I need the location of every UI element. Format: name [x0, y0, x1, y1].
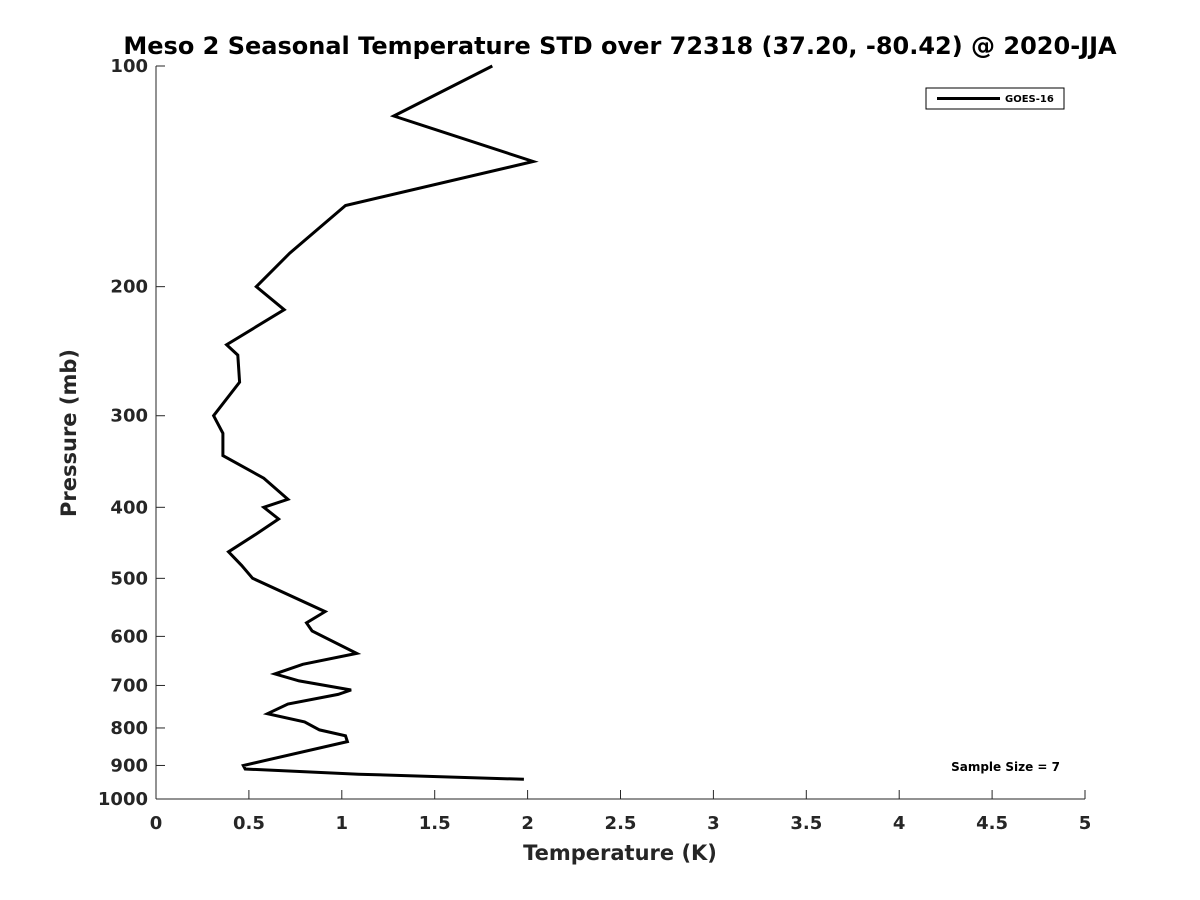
y-tick-label: 300 [110, 406, 148, 427]
x-tick-label: 3.5 [790, 813, 822, 834]
x-tick-label: 1 [336, 813, 349, 834]
y-tick-label: 900 [110, 755, 148, 776]
x-tick-label: 0 [150, 813, 163, 834]
y-axis-label: Pressure (mb) [57, 349, 81, 517]
x-tick-label: 4.5 [976, 813, 1008, 834]
x-tick-label: 0.5 [233, 813, 265, 834]
series-group [211, 64, 539, 781]
series-line-goes-16 [211, 64, 539, 781]
y-tick-label: 200 [110, 277, 148, 298]
x-axis-label: Temperature (K) [523, 841, 717, 865]
x-axis-ticks: 0 0.5 1 1.5 2 2.5 3 3.5 4 4.5 5 [150, 790, 1092, 834]
y-tick-label: 800 [110, 718, 148, 739]
plot-area [156, 66, 1085, 799]
y-tick-label: 500 [110, 568, 148, 589]
legend-label-goes-16: GOES-16 [1005, 94, 1054, 105]
y-axis-ticks: 100 200 300 400 500 600 700 800 900 1000 [98, 56, 165, 810]
x-tick-label: 2.5 [605, 813, 637, 834]
y-tick-label: 400 [110, 497, 148, 518]
chart-title: Meso 2 Seasonal Temperature STD over 723… [123, 32, 1117, 60]
x-tick-label: 1.5 [419, 813, 451, 834]
y-tick-label: 1000 [98, 789, 148, 810]
x-tick-label: 5 [1079, 813, 1092, 834]
y-tick-label: 100 [110, 56, 148, 77]
x-tick-label: 3 [707, 813, 720, 834]
y-tick-label: 700 [110, 675, 148, 696]
x-tick-label: 4 [893, 813, 906, 834]
sample-size-annotation: Sample Size = 7 [951, 760, 1060, 774]
legend: GOES-16 [925, 87, 1065, 110]
x-tick-label: 2 [521, 813, 534, 834]
y-tick-label: 600 [110, 626, 148, 647]
